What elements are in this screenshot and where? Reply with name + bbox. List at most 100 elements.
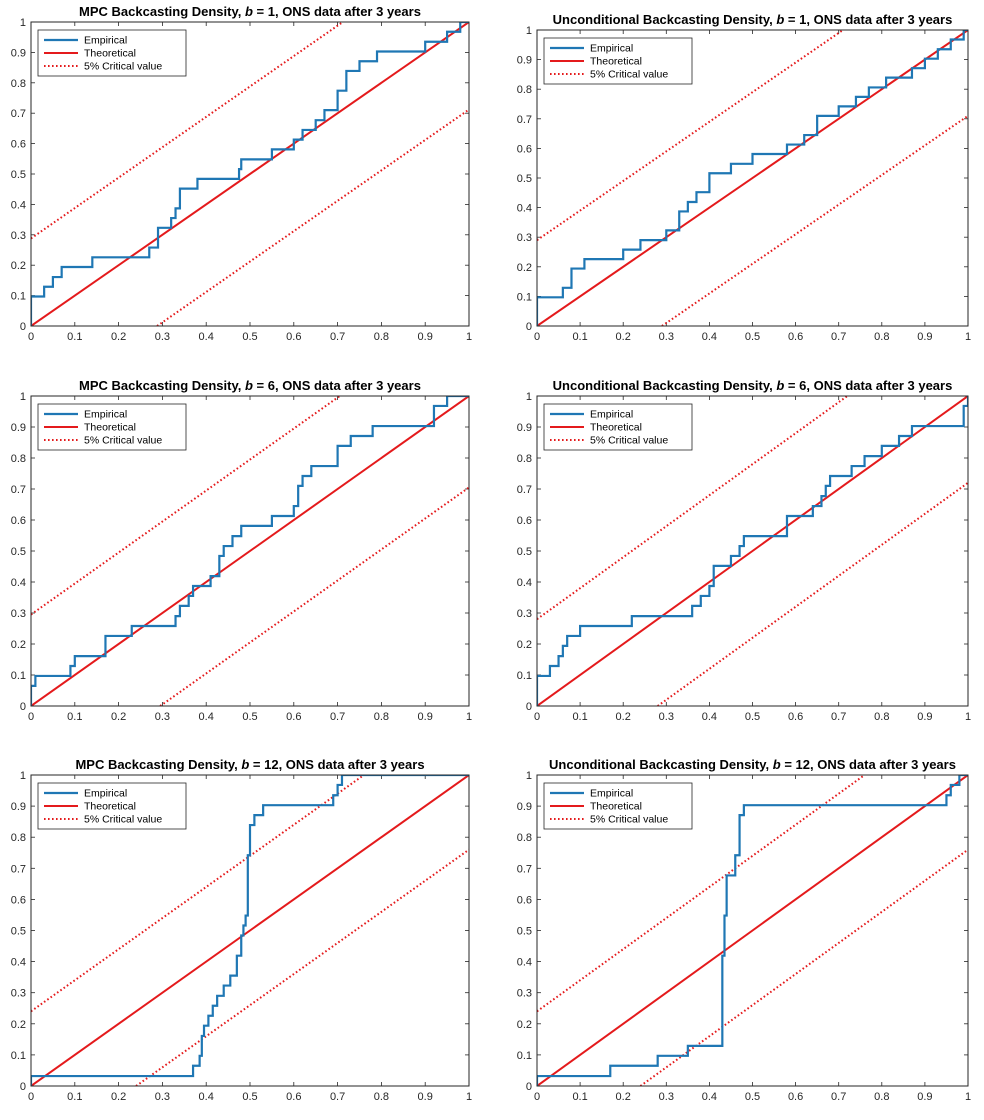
y-tick-label: 0.6 [11, 515, 26, 527]
critical-value-line [661, 115, 968, 326]
axes-box [536, 395, 969, 707]
x-tick-label: 0.1 [67, 711, 82, 723]
x-tick-label: 0.3 [659, 1091, 674, 1103]
x-tick-label: 0.6 [286, 331, 301, 343]
x-tick-label: 0.4 [199, 331, 214, 343]
x-tick-label: 0.4 [702, 711, 717, 723]
x-tick-label: 0.2 [616, 331, 631, 343]
y-tick-label: 0.6 [517, 894, 532, 906]
y-tick-label: 0.4 [517, 957, 532, 969]
y-tick-label: 0.7 [517, 114, 532, 126]
y-tick-label: 0.2 [517, 639, 532, 651]
theoretical-line [537, 775, 968, 1086]
y-tick-label: 0 [526, 1081, 532, 1093]
empirical-step-line [31, 775, 469, 1086]
legend-label-2: Theoretical [590, 56, 642, 68]
x-tick-label: 0.9 [917, 711, 932, 723]
x-tick-label: 0.9 [418, 711, 433, 723]
x-tick-label: 0.6 [286, 711, 301, 723]
legend-label-1: Empirical [590, 409, 633, 421]
critical-value-line [156, 108, 469, 326]
y-tick-label: 1 [20, 391, 26, 403]
y-tick-label: 0.8 [517, 832, 532, 844]
y-tick-label: 0.8 [517, 84, 532, 96]
x-tick-label: 0.2 [616, 1091, 631, 1103]
x-tick-label: 0.6 [788, 331, 803, 343]
critical-value-line [639, 848, 968, 1086]
x-tick-label: 0.2 [111, 711, 126, 723]
y-tick-label: 0.4 [517, 203, 532, 215]
x-tick-label: 0.1 [67, 331, 82, 343]
x-tick-label: 1 [965, 711, 971, 723]
legend-label-1: Empirical [590, 43, 633, 55]
x-tick-label: 0.4 [199, 1091, 214, 1103]
y-tick-label: 0.2 [517, 1019, 532, 1031]
y-tick-label: 0.7 [11, 484, 26, 496]
y-tick-label: 0.9 [11, 801, 26, 813]
x-tick-label: 0 [28, 711, 34, 723]
y-tick-label: 1 [526, 25, 532, 37]
x-tick-label: 0.9 [418, 331, 433, 343]
chart-panel-1: MPC Backcasting Density, b = 1, ONS data… [11, 4, 472, 343]
legend-label-3: 5% Critical value [590, 69, 668, 81]
theoretical-line [31, 22, 469, 326]
y-tick-label: 0.1 [11, 291, 26, 303]
x-tick-label: 0.8 [874, 711, 889, 723]
y-tick-label: 0.9 [517, 55, 532, 67]
chart-panel-2: Unconditional Backcasting Density, b = 1… [517, 12, 971, 343]
y-tick-label: 0.7 [517, 863, 532, 875]
y-tick-label: 0.6 [517, 143, 532, 155]
x-tick-label: 0.5 [745, 1091, 760, 1103]
chart-title: MPC Backcasting Density, b = 6, ONS data… [79, 378, 421, 393]
x-tick-label: 0 [28, 331, 34, 343]
y-tick-label: 0.7 [11, 863, 26, 875]
legend-label-3: 5% Critical value [84, 814, 162, 826]
legend-box [37, 403, 187, 451]
x-tick-label: 0.8 [374, 711, 389, 723]
y-tick-label: 0.1 [11, 670, 26, 682]
x-tick-label: 0.1 [572, 331, 587, 343]
x-tick-label: 0.7 [831, 1091, 846, 1103]
y-tick-label: 0.1 [517, 291, 532, 303]
legend-label-1: Empirical [84, 35, 127, 47]
x-tick-label: 0 [28, 1091, 34, 1103]
axes-box [536, 29, 969, 327]
x-tick-label: 0.8 [874, 331, 889, 343]
y-tick-label: 0.9 [517, 801, 532, 813]
empirical-step-line [537, 396, 968, 706]
legend-label-3: 5% Critical value [590, 435, 668, 447]
y-tick-label: 0.8 [11, 78, 26, 90]
y-tick-label: 0.1 [11, 1050, 26, 1062]
x-tick-label: 0.1 [572, 1091, 587, 1103]
y-tick-label: 0.2 [11, 1019, 26, 1031]
y-tick-label: 0.6 [11, 139, 26, 151]
legend-label-1: Empirical [590, 788, 633, 800]
y-tick-label: 0 [20, 1081, 26, 1093]
x-tick-label: 0.7 [330, 1091, 345, 1103]
y-tick-label: 0.9 [11, 422, 26, 434]
critical-value-line [537, 775, 866, 1013]
x-tick-label: 1 [965, 331, 971, 343]
x-tick-label: 1 [466, 331, 472, 343]
empirical-step-line [31, 22, 469, 326]
y-tick-label: 0.3 [11, 988, 26, 1000]
x-tick-label: 0.3 [155, 331, 170, 343]
x-tick-label: 0.5 [745, 331, 760, 343]
y-tick-label: 0 [20, 321, 26, 333]
y-tick-label: 1 [20, 770, 26, 782]
x-tick-label: 0.6 [286, 1091, 301, 1103]
x-tick-label: 0.6 [788, 711, 803, 723]
y-tick-label: 0.2 [517, 262, 532, 274]
chart-panel-4: Unconditional Backcasting Density, b = 6… [517, 378, 971, 723]
y-tick-label: 0.5 [11, 546, 26, 558]
chart-title: Unconditional Backcasting Density, b = 6… [553, 378, 953, 393]
series-group [31, 396, 469, 706]
y-tick-label: 0.8 [11, 453, 26, 465]
chart-title: Unconditional Backcasting Density, b = 1… [553, 12, 953, 27]
